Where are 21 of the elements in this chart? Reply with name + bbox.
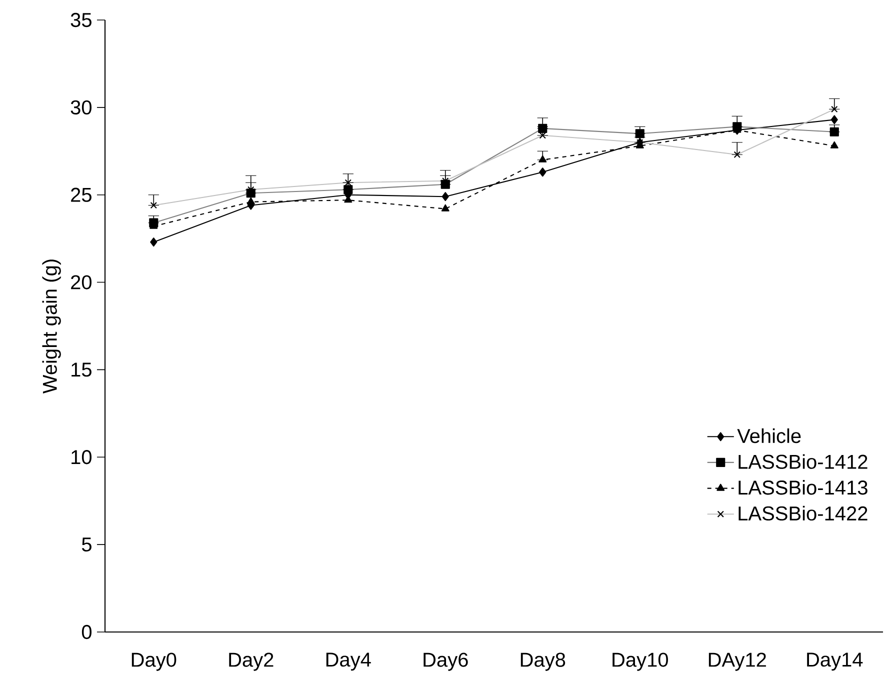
x-tick-label: Day0 bbox=[132, 652, 176, 671]
x-tick-label: Day6 bbox=[424, 652, 468, 671]
y-tick-label: 20 bbox=[71, 275, 92, 290]
y-tick-label: 5 bbox=[82, 537, 92, 552]
legend-label: LASSBio-1413 bbox=[738, 480, 868, 495]
y-tick-label: 0 bbox=[82, 624, 92, 639]
y-tick-label: 30 bbox=[70, 100, 92, 114]
x-tick-label: Day4 bbox=[326, 652, 371, 670]
legend-label: LASSBio-1422 bbox=[738, 506, 868, 520]
y-tick-label: 25 bbox=[71, 188, 92, 202]
x-tick-label: Day14 bbox=[807, 652, 863, 670]
y-tick-label: 35 bbox=[70, 12, 92, 27]
x-tick-label: Day8 bbox=[520, 652, 566, 671]
y-tick-label: 10 bbox=[72, 450, 92, 464]
x-tick-label: Day2 bbox=[229, 652, 274, 671]
legend-label: LASSBio-1412 bbox=[738, 454, 868, 469]
x-tick-label: DAy12 bbox=[708, 652, 766, 671]
x-tick-label: Day10 bbox=[612, 652, 668, 671]
y-tick-label: 15 bbox=[72, 362, 92, 377]
y-axis-title: Weight gain (g) bbox=[42, 260, 61, 394]
legend-label: Vehicle bbox=[737, 428, 801, 443]
